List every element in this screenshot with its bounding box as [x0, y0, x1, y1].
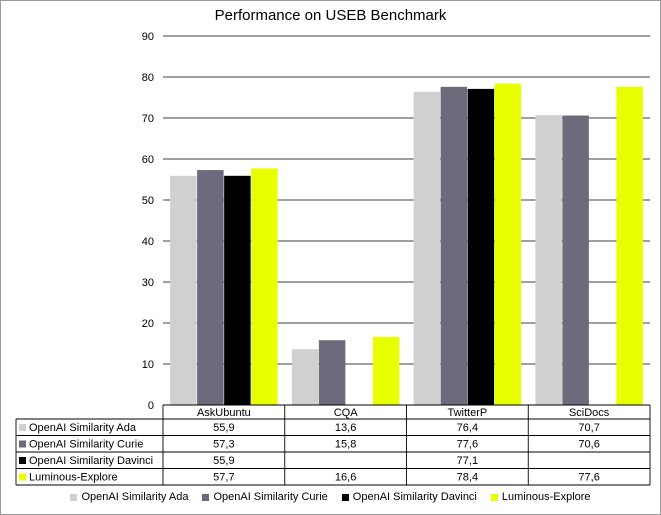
bar: [562, 115, 589, 405]
bar: [616, 86, 643, 405]
series-row-label: OpenAI Similarity Ada: [29, 422, 137, 434]
data-label: 15,8: [335, 439, 356, 451]
table-legend-key: [19, 473, 26, 481]
table-legend-key: [19, 457, 26, 464]
bar: [535, 115, 562, 405]
bar: [318, 340, 346, 405]
y-tick-label: 0: [148, 400, 154, 412]
y-tick-label: 20: [142, 318, 154, 330]
legend-label: Luminous-Explore: [501, 491, 591, 503]
bar: [197, 170, 224, 405]
data-label: 55,9: [213, 455, 234, 467]
data-label: 70,7: [578, 422, 599, 434]
legend-label: OpenAI Similarity Curie: [213, 491, 328, 503]
data-label: 77,6: [578, 472, 599, 484]
category-label: TwitterP: [448, 407, 488, 419]
y-tick-label: 50: [142, 195, 154, 207]
legend-label: OpenAI Similarity Davinci: [352, 491, 477, 503]
chart-legend: OpenAI Similarity Ada OpenAI Similarity C…: [0, 491, 661, 503]
bar: [440, 86, 468, 405]
data-label: 13,6: [335, 422, 356, 434]
legend-item: OpenAI Similarity Curie: [202, 491, 328, 503]
chart-title: Performance on USEB Benchmark: [214, 7, 447, 24]
data-label: 16,6: [335, 472, 356, 484]
series-row-label: Luminous-Explore: [29, 472, 118, 484]
bar: [372, 336, 400, 405]
data-label: 55,9: [213, 422, 234, 434]
legend-swatch: [341, 493, 349, 501]
series-row-label: OpenAI Similarity Curie: [29, 439, 143, 451]
data-label: 76,4: [457, 422, 478, 434]
data-label: 57,7: [213, 472, 234, 484]
bar: [224, 175, 251, 405]
data-label: 77,1: [457, 455, 478, 467]
y-tick-label: 30: [142, 277, 154, 289]
table-legend-key: [19, 440, 26, 448]
table-legend-key: [19, 424, 26, 431]
y-tick-label: 10: [142, 359, 154, 371]
category-label: AskUbuntu: [197, 407, 251, 419]
y-tick-label: 70: [142, 113, 154, 125]
bar: [251, 168, 278, 405]
bar: [291, 349, 319, 405]
data-label: 70,6: [578, 439, 599, 451]
y-tick-label: 90: [142, 31, 154, 43]
legend-label: OpenAI Similarity Ada: [81, 491, 189, 503]
bar: [467, 88, 495, 405]
data-label: 57,3: [213, 439, 234, 451]
data-label: 78,4: [457, 472, 478, 484]
legend-item: OpenAI Similarity Davinci: [341, 491, 477, 503]
legend-swatch: [490, 493, 498, 501]
bar: [494, 83, 522, 405]
legend-item: Luminous-Explore: [490, 491, 591, 503]
legend-item: OpenAI Similarity Ada: [70, 491, 188, 503]
bar: [170, 175, 197, 405]
y-tick-label: 80: [142, 72, 154, 84]
legend-swatch: [70, 493, 78, 501]
series-row-label: OpenAI Similarity Davinci: [29, 455, 153, 467]
category-label: SciDocs: [569, 407, 610, 419]
data-label: 77,6: [457, 439, 478, 451]
category-label: CQA: [334, 407, 359, 419]
y-tick-label: 60: [142, 154, 154, 166]
bar: [413, 91, 441, 405]
legend-swatch: [202, 493, 210, 501]
y-tick-label: 40: [142, 236, 154, 248]
